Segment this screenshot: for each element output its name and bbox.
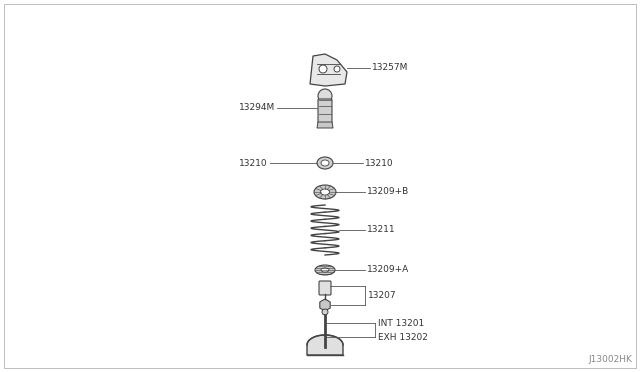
- Text: 13209+B: 13209+B: [367, 187, 409, 196]
- Polygon shape: [307, 335, 343, 355]
- Ellipse shape: [321, 189, 330, 195]
- Polygon shape: [317, 122, 333, 128]
- Text: 13294M: 13294M: [239, 103, 275, 112]
- Text: 13257M: 13257M: [372, 64, 408, 73]
- Text: J13002HK: J13002HK: [588, 355, 632, 364]
- Ellipse shape: [315, 265, 335, 275]
- Text: 13209+A: 13209+A: [367, 266, 409, 275]
- Circle shape: [318, 89, 332, 103]
- Text: INT 13201: INT 13201: [378, 318, 424, 327]
- FancyBboxPatch shape: [319, 281, 331, 295]
- Text: EXH 13202: EXH 13202: [378, 333, 428, 341]
- Circle shape: [322, 309, 328, 315]
- Ellipse shape: [314, 185, 336, 199]
- Circle shape: [334, 66, 340, 72]
- Text: 13210: 13210: [365, 158, 394, 167]
- Text: 13210: 13210: [239, 158, 268, 167]
- Ellipse shape: [317, 157, 333, 169]
- Polygon shape: [310, 54, 347, 86]
- Ellipse shape: [321, 268, 329, 272]
- Circle shape: [319, 65, 327, 73]
- Ellipse shape: [321, 160, 329, 166]
- Text: 13211: 13211: [367, 225, 396, 234]
- FancyBboxPatch shape: [318, 99, 332, 123]
- Text: 13207: 13207: [368, 291, 397, 300]
